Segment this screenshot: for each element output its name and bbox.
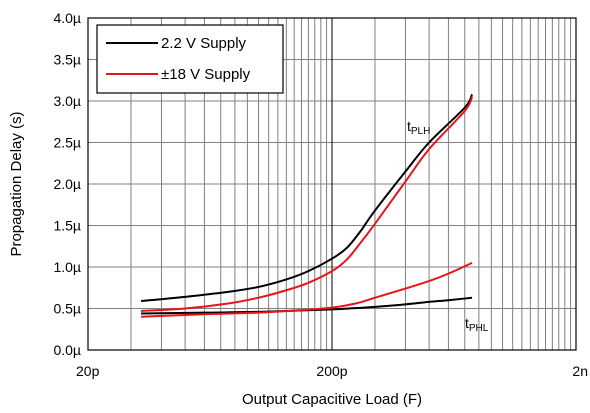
annotation-tphl-sub: PHL [469, 323, 489, 334]
legend-box [96, 24, 284, 94]
y-tick-label: 4.0µ [53, 10, 81, 26]
legend-entry-2v2-supply: 2.2 V Supply [161, 35, 247, 52]
series-line-0-curve-0 [140, 93, 473, 303]
annotation-tphl-main: t [465, 315, 469, 331]
series-line-1-curve-0 [141, 96, 473, 312]
x-axis-label: Output Capacitive Load (F) [242, 391, 422, 408]
annotation-tphl: tPHL [465, 315, 489, 334]
y-tick-label: 0.0µ [53, 342, 81, 358]
x-tick-label: 20p [76, 363, 100, 379]
series-line-1-curve-1 [141, 261, 473, 318]
annotation-tplh-main: t [407, 118, 411, 134]
y-tick-label: 3.0µ [53, 93, 81, 109]
legend: 2.2 V Supply ±18 V Supply [96, 24, 284, 94]
plot-area-frame [87, 17, 577, 351]
y-axis-label: Propagation Delay (s) [8, 111, 25, 256]
x-tick-labels: 20p 200p 2n [76, 363, 588, 379]
y-tick-label: 3.5µ [53, 52, 81, 68]
series-line-0-curve-1 [141, 296, 473, 315]
legend-entry-18v-supply: ±18 V Supply [161, 66, 251, 83]
y-tick-label: 2.0µ [53, 176, 81, 192]
x-tick-label: 2n [572, 363, 588, 379]
y-tick-label: 2.5µ [53, 135, 81, 151]
y-tick-label: 1.0µ [53, 259, 81, 275]
y-tick-label: 1.5µ [53, 218, 81, 234]
y-tick-labels: 0.0µ 0.5µ 1.0µ 1.5µ 2.0µ 2.5µ 3.0µ 3.5µ 4.0µ [53, 10, 81, 358]
x-tick-label: 200p [316, 363, 347, 379]
annotation-tplh-sub: PLH [411, 126, 430, 137]
y-tick-label: 0.5µ [53, 301, 81, 317]
annotation-tplh: tPLH [407, 118, 430, 137]
series-lines [140, 93, 473, 318]
